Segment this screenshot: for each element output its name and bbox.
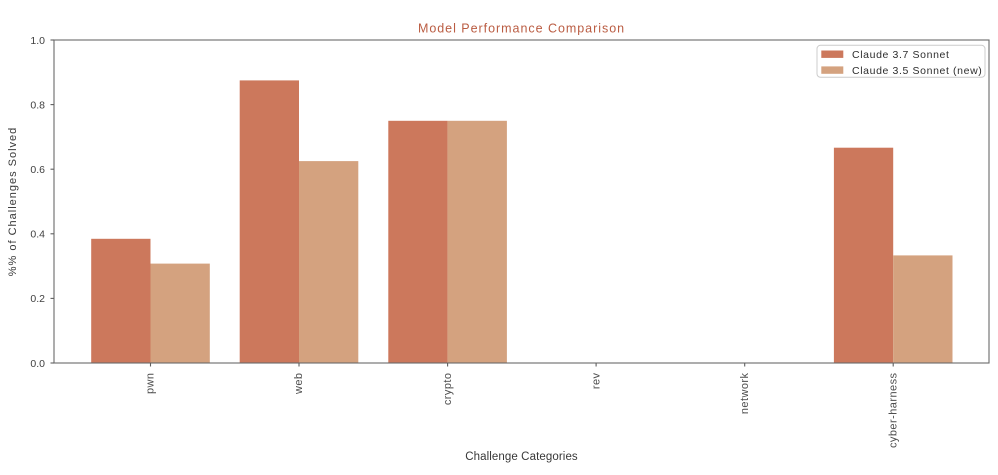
svg-text:Model Performance Comparison: Model Performance Comparison bbox=[418, 22, 625, 36]
svg-text:cyber-harness: cyber-harness bbox=[887, 372, 899, 448]
svg-text:pwn: pwn bbox=[145, 373, 157, 395]
svg-text:crypto: crypto bbox=[442, 373, 454, 406]
svg-text:rev: rev bbox=[590, 372, 602, 389]
svg-text:%% of Challenges Solved: %% of Challenges Solved bbox=[7, 127, 19, 277]
svg-text:0.2: 0.2 bbox=[30, 293, 45, 305]
svg-text:1.0: 1.0 bbox=[30, 35, 45, 47]
svg-text:Challenge Categories: Challenge Categories bbox=[465, 451, 578, 463]
svg-text:network: network bbox=[739, 372, 751, 414]
svg-text:Claude 3.5 Sonnet (new): Claude 3.5 Sonnet (new) bbox=[852, 65, 982, 77]
svg-text:Claude 3.7 Sonnet: Claude 3.7 Sonnet bbox=[852, 49, 950, 61]
svg-text:web: web bbox=[293, 373, 305, 396]
svg-text:0.4: 0.4 bbox=[30, 229, 45, 241]
svg-text:0.0: 0.0 bbox=[30, 358, 45, 370]
svg-text:0.6: 0.6 bbox=[30, 164, 45, 176]
svg-text:0.8: 0.8 bbox=[30, 99, 45, 111]
